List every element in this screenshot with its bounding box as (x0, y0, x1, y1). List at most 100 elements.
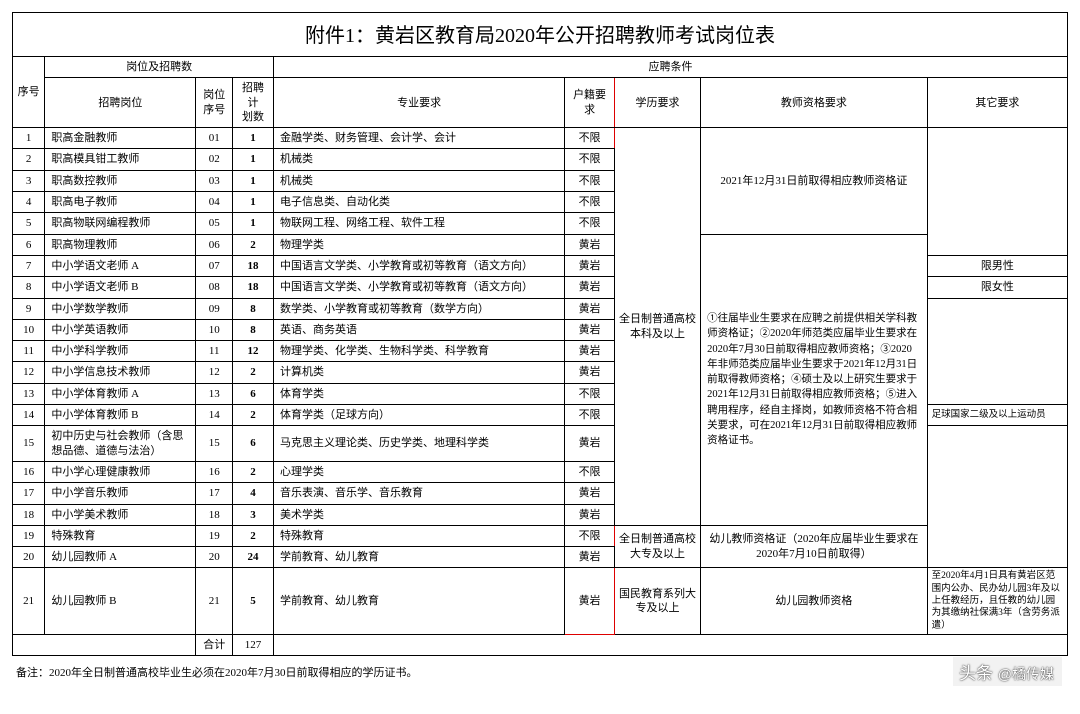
table-cell: 学前教育、幼儿教育 (274, 568, 565, 635)
table-cell: 1 (233, 213, 274, 234)
table-cell: 2 (233, 525, 274, 546)
table-cell: 14 (13, 405, 45, 426)
table-cell: 6 (233, 383, 274, 404)
header-code: 岗位 序号 (196, 78, 233, 128)
table-cell: 20 (13, 547, 45, 568)
table-cell: 3 (233, 504, 274, 525)
table-cell: 2 (233, 362, 274, 383)
table-cell: 中小学语文老师 A (45, 255, 196, 276)
header-group1: 岗位及招聘数 (45, 57, 274, 78)
table-cell: 02 (196, 149, 233, 170)
table-cell: 20 (196, 547, 233, 568)
table-cell: 1 (233, 192, 274, 213)
table-cell (927, 298, 1067, 404)
table-cell: 10 (13, 319, 45, 340)
header-seq: 序号 (13, 57, 45, 128)
table-cell: 不限 (565, 405, 615, 426)
table-cell: 不限 (565, 383, 615, 404)
table-cell: 黄岩 (565, 277, 615, 298)
table-cell: 职高电子教师 (45, 192, 196, 213)
positions-table: 序号 岗位及招聘数 应聘条件 招聘岗位 岗位 序号 招聘计 划数 专业要求 户籍… (12, 56, 1068, 656)
table-cell: 中小学美术教师 (45, 504, 196, 525)
table-cell: 17 (196, 483, 233, 504)
table-cell: 电子信息类、自动化类 (274, 192, 565, 213)
table-cell: 中小学心理健康教师 (45, 461, 196, 482)
table-cell: 中小学体育教师 B (45, 405, 196, 426)
table-cell: 限男性 (927, 255, 1067, 276)
table-cell: 2 (233, 234, 274, 255)
table-row: 1职高金融教师011金融学类、财务管理、会计学、会计不限全日制普通高校本科及以上… (13, 128, 1068, 149)
table-cell: 不限 (565, 149, 615, 170)
table-cell: 15 (13, 426, 45, 462)
table-cell: 08 (196, 277, 233, 298)
table-cell: 黄岩 (565, 341, 615, 362)
table-cell (274, 635, 1068, 656)
table-cell: 127 (233, 635, 274, 656)
table-cell: 职高模具钳工教师 (45, 149, 196, 170)
table-cell: 合计 (196, 635, 233, 656)
table-cell: 5 (233, 568, 274, 635)
table-cell: 8 (233, 319, 274, 340)
table-cell: 03 (196, 170, 233, 191)
table-cell: 7 (13, 255, 45, 276)
table-cell: 04 (196, 192, 233, 213)
table-cell: 物联网工程、网络工程、软件工程 (274, 213, 565, 234)
table-cell: 国民教育系列大专及以上 (614, 568, 700, 635)
table-cell: 职高物理教师 (45, 234, 196, 255)
table-cell: 15 (196, 426, 233, 462)
table-cell: 音乐表演、音乐学、音乐教育 (274, 483, 565, 504)
table-cell: 10 (196, 319, 233, 340)
table-cell: 18 (13, 504, 45, 525)
table-cell: 黄岩 (565, 255, 615, 276)
table-cell: 职高金融教师 (45, 128, 196, 149)
table-cell: 机械类 (274, 170, 565, 191)
table-cell: 3 (13, 170, 45, 191)
header-pos: 招聘岗位 (45, 78, 196, 128)
table-cell: 不限 (565, 170, 615, 191)
table-cell: 中小学科学教师 (45, 341, 196, 362)
table-row: 19特殊教育192特殊教育不限全日制普通高校大专及以上幼儿教师资格证（2020年… (13, 525, 1068, 546)
table-cell: 6 (233, 426, 274, 462)
table-cell: 09 (196, 298, 233, 319)
table-cell: 幼儿园教师 B (45, 568, 196, 635)
table-cell: 全日制普通高校大专及以上 (614, 525, 700, 568)
table-cell: 不限 (565, 461, 615, 482)
table-cell: 19 (196, 525, 233, 546)
table-cell: 18 (233, 277, 274, 298)
table-cell: 特殊教育 (45, 525, 196, 546)
table-cell: 12 (233, 341, 274, 362)
header-group2: 应聘条件 (274, 57, 1068, 78)
table-cell: 物理学类 (274, 234, 565, 255)
table-cell: 黄岩 (565, 362, 615, 383)
table-cell: 金融学类、财务管理、会计学、会计 (274, 128, 565, 149)
table-cell: 8 (13, 277, 45, 298)
table-cell: 中小学英语教师 (45, 319, 196, 340)
table-cell: 马克思主义理论类、历史学类、地理科学类 (274, 426, 565, 462)
table-cell: 限女性 (927, 277, 1067, 298)
header-qual: 教师资格要求 (701, 78, 928, 128)
table-cell: 16 (196, 461, 233, 482)
table-cell: 4 (13, 192, 45, 213)
table-cell: 21 (13, 568, 45, 635)
table-cell: 学前教育、幼儿教育 (274, 547, 565, 568)
table-cell: 1 (233, 149, 274, 170)
table-cell: 11 (13, 341, 45, 362)
header-huji: 户籍要求 (565, 78, 615, 128)
table-cell: 2 (233, 461, 274, 482)
table-cell: 心理学类 (274, 461, 565, 482)
table-cell: 2021年12月31日前取得相应教师资格证 (701, 128, 928, 234)
table-cell: 1 (233, 170, 274, 191)
table-cell: 数学类、小学教育或初等教育（数学方向） (274, 298, 565, 319)
table-cell: 16 (13, 461, 45, 482)
table-cell: 特殊教育 (274, 525, 565, 546)
table-cell: 12 (196, 362, 233, 383)
table-cell: 英语、商务英语 (274, 319, 565, 340)
table-cell: 13 (196, 383, 233, 404)
table-cell: 2 (233, 405, 274, 426)
table-cell: 中小学数学教师 (45, 298, 196, 319)
table-cell: 机械类 (274, 149, 565, 170)
table-cell: 17 (13, 483, 45, 504)
table-cell: 黄岩 (565, 568, 615, 635)
table-cell: 不限 (565, 128, 615, 149)
table-cell: 8 (233, 298, 274, 319)
